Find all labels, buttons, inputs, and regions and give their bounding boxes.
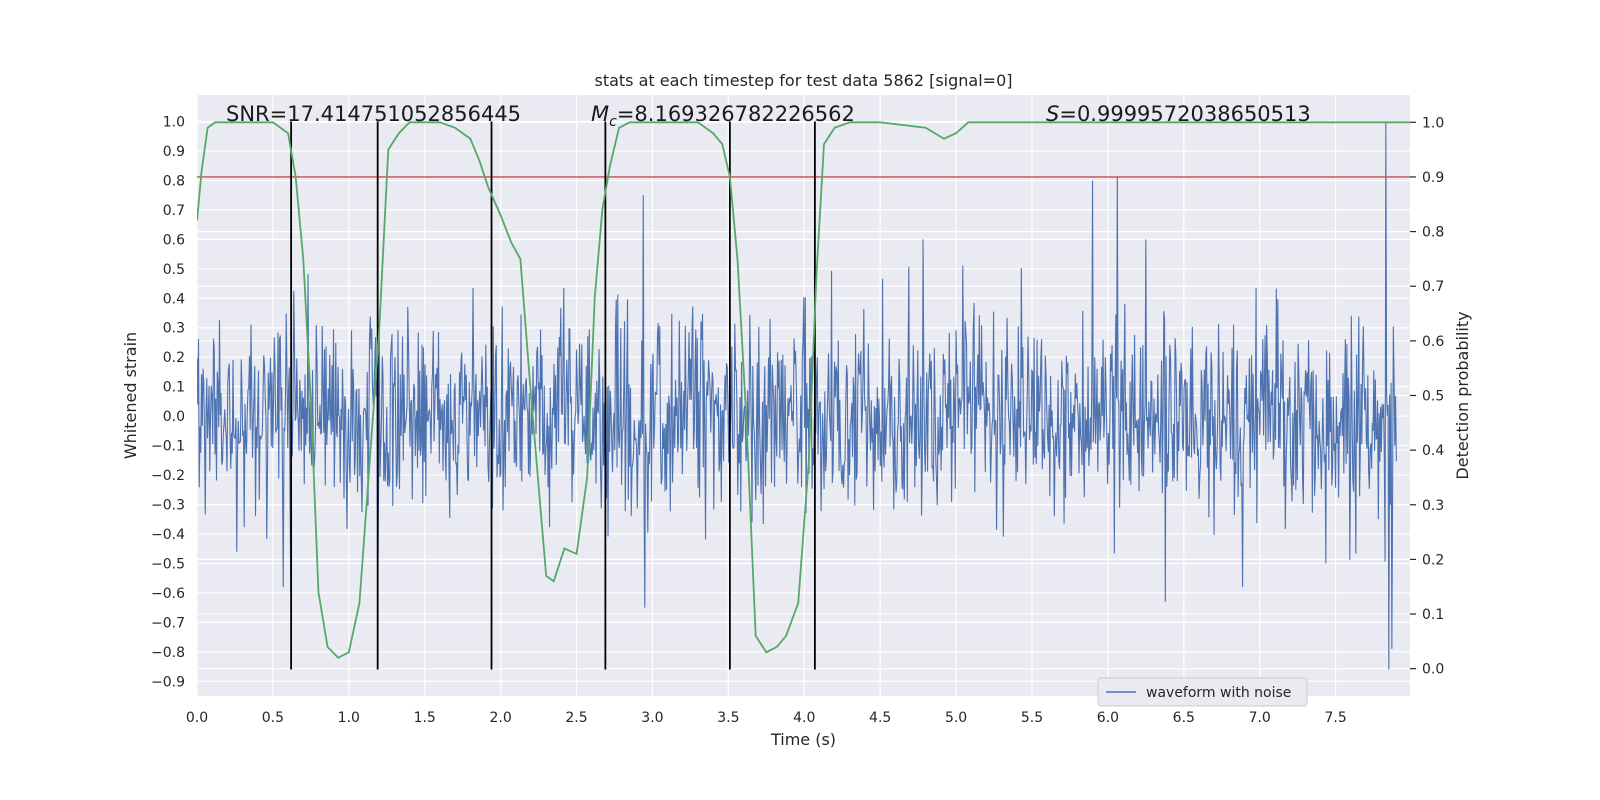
y-left-tick-label: 0.5 (163, 262, 185, 278)
x-tick-label: 1.5 (414, 710, 436, 726)
chirp-mass-value: =8.169326782226562 (617, 102, 855, 126)
chirp-mass-annotation: Mc=8.169326782226562 (591, 102, 855, 130)
y-left-tick-label: 0.0 (163, 409, 185, 425)
y-right-tick-label: 0.8 (1422, 225, 1444, 241)
y-left-tick-label: 0.2 (163, 350, 185, 366)
y-right-tick-label: 0.6 (1422, 334, 1444, 350)
x-tick-label: 2.0 (489, 710, 511, 726)
chirp-mass-symbol: M (591, 102, 609, 126)
y-right-tick-label: 0.5 (1422, 389, 1444, 405)
y-left-tick-label: −0.1 (151, 439, 185, 455)
y-left-tick-label: 0.4 (163, 291, 185, 307)
snr-annotation: SNR=17.414751052856445 (226, 102, 521, 126)
significance-annotation: S=0.9999572038650513 (1046, 102, 1311, 126)
significance-value: =0.9999572038650513 (1059, 102, 1310, 126)
y-right-tick-label: 0.2 (1422, 552, 1444, 568)
legend-box (1097, 677, 1308, 707)
y-left-tick-label: 0.3 (163, 321, 185, 337)
y-left-axis-label: Whitened strain (121, 332, 140, 459)
x-tick-label: 3.0 (641, 710, 663, 726)
x-tick-label: 7.0 (1249, 710, 1271, 726)
chart-title: stats at each timestep for test data 586… (594, 71, 1012, 90)
y-right-tick-label: 0.7 (1422, 279, 1444, 295)
x-axis-label: Time (s) (770, 730, 836, 749)
y-left-axis-ticks: 1.0 0.9 0.8 0.7 0.6 0.5 0.4 0.3 0.2 0.1 0.0 −0.1 −0.… (151, 115, 185, 691)
y-left-tick-label: −0.2 (151, 468, 185, 484)
waveform-series-line (197, 121, 1397, 670)
legend-label-waveform: waveform with noise (1146, 685, 1291, 701)
x-tick-label: 5.5 (1021, 710, 1043, 726)
x-tick-label: 7.5 (1324, 710, 1346, 726)
vertical-marker-lines (290, 121, 816, 670)
y-left-tick-label: −0.4 (151, 527, 185, 543)
y-right-axis-ticks: 1.0 0.9 0.8 0.7 0.6 0.5 0.4 0.3 0.2 0.1 0.0 (1410, 115, 1444, 678)
legend: waveform with noise (1097, 677, 1308, 707)
y-left-tick-label: 0.1 (163, 380, 185, 396)
x-tick-label: 4.0 (793, 710, 815, 726)
y-left-tick-label: −0.5 (151, 556, 185, 572)
y-right-tick-label: 0.3 (1422, 498, 1444, 514)
y-right-tick-label: 0.0 (1422, 662, 1444, 678)
chirp-mass-subscript: c (609, 114, 617, 130)
x-tick-label: 0.0 (186, 710, 208, 726)
y-left-tick-label: −0.6 (151, 586, 185, 602)
y-right-tick-label: 1.0 (1422, 115, 1444, 131)
y-left-tick-label: 0.8 (163, 173, 185, 189)
y-left-tick-label: −0.3 (151, 498, 185, 514)
y-right-axis-label: Detection probability (1453, 311, 1472, 479)
x-tick-label: 6.0 (1097, 710, 1119, 726)
x-tick-label: 5.0 (945, 710, 967, 726)
y-left-tick-label: 0.9 (163, 144, 185, 160)
significance-symbol: S (1046, 102, 1059, 126)
x-tick-label: 0.5 (262, 710, 284, 726)
y-left-tick-label: 1.0 (163, 115, 185, 131)
detection-probability-series-line (197, 121, 1410, 659)
x-tick-label: 2.5 (565, 710, 587, 726)
x-axis-ticks: 0.0 0.5 1.0 1.5 2.0 2.5 3.0 3.5 4.0 4.5 5.0 5.5 6.0 6… (186, 710, 1347, 726)
y-right-tick-label: 0.9 (1422, 170, 1444, 186)
x-tick-label: 4.5 (869, 710, 891, 726)
plot-layer (197, 121, 1410, 670)
y-left-tick-label: 0.6 (163, 232, 185, 248)
y-left-tick-label: −0.8 (151, 645, 185, 661)
y-left-tick-label: −0.7 (151, 615, 185, 631)
y-right-tick-label: 0.4 (1422, 443, 1444, 459)
x-tick-label: 3.5 (717, 710, 739, 726)
x-tick-label: 6.5 (1173, 710, 1195, 726)
y-right-tick-label: 0.1 (1422, 607, 1444, 623)
x-tick-label: 1.0 (338, 710, 360, 726)
y-left-tick-label: 0.7 (163, 203, 185, 219)
y-left-tick-label: −0.9 (151, 674, 185, 690)
